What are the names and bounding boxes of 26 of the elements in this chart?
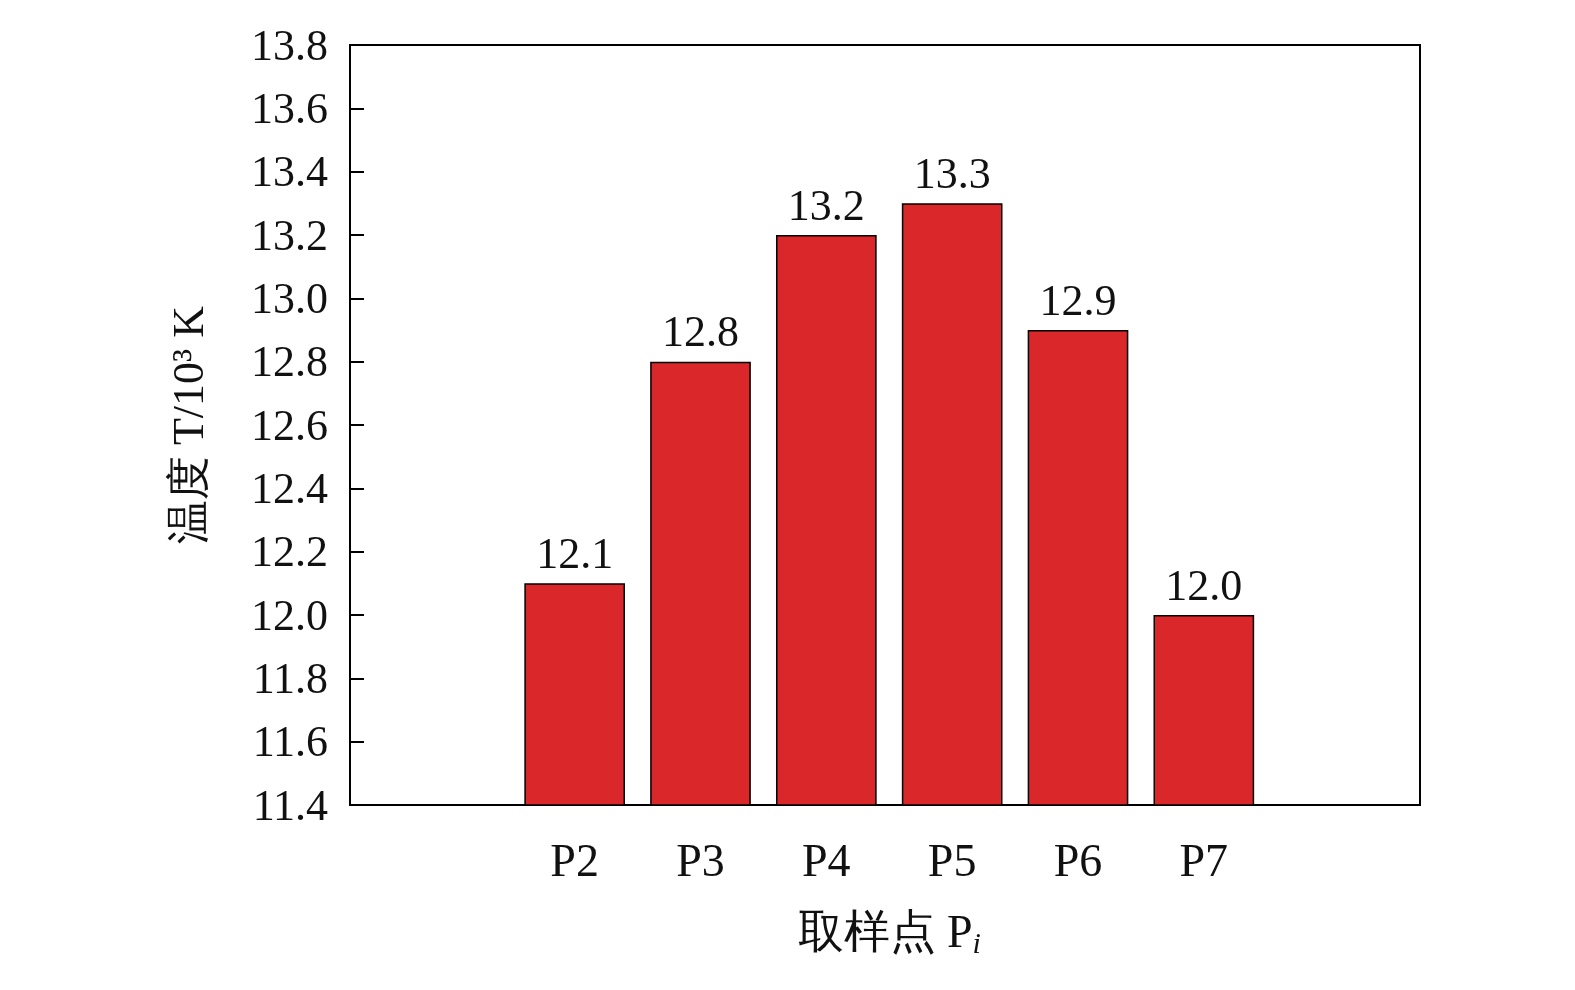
data-label: 12.8 [662,307,739,357]
data-label: 13.3 [913,148,991,198]
y-tick-label: 12.8 [251,337,328,387]
x-tick-label: P6 [1053,834,1103,886]
x-tick-label: P2 [550,834,599,886]
data-label: 13.2 [787,180,865,230]
y-tick-label: 11.4 [252,780,328,830]
y-tick-label: 12.2 [251,527,328,577]
y-tick-label: 12.0 [251,590,328,640]
y-tick-label: 11.8 [252,653,328,703]
data-label: 12.1 [536,528,614,578]
y-tick-label: 13.0 [251,273,328,323]
x-tick-label: P5 [927,834,977,886]
x-tick-label: P4 [802,834,851,886]
data-label: 12.9 [1039,275,1117,325]
y-tick-label: 13.8 [251,20,328,70]
y-tick-label: 13.4 [251,147,328,197]
y-tick-label: 12.4 [251,463,328,513]
y-tick-label: 13.6 [251,83,328,133]
data-label: 12.0 [1165,560,1243,610]
y-tick-label: 11.6 [252,717,328,767]
y-tick-label: 13.2 [251,210,328,260]
y-axis-title: 温度 T/10³ K [163,305,213,545]
x-tick-label: P3 [676,834,725,886]
y-tick-label: 12.6 [251,400,328,450]
x-tick-label: P7 [1179,834,1229,886]
